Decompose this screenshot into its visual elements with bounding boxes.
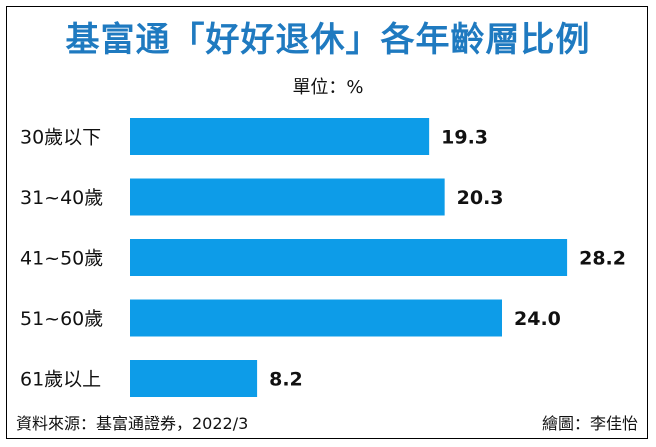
bar xyxy=(130,118,430,155)
category-label: 51~60歲 xyxy=(20,308,103,330)
value-label: 28.2 xyxy=(579,248,626,270)
value-label: 20.3 xyxy=(457,187,504,209)
bar xyxy=(130,299,502,337)
value-label: 8.2 xyxy=(269,369,303,391)
source-note: 資料來源：基富通證券，2022/3 xyxy=(16,414,249,433)
bar xyxy=(130,178,445,216)
unit-label: 單位：% xyxy=(292,77,364,98)
category-label: 41~50歲 xyxy=(20,248,103,270)
bar xyxy=(130,360,258,397)
category-label: 61歲以上 xyxy=(20,369,101,391)
bar xyxy=(130,239,568,276)
value-label: 24.0 xyxy=(514,308,561,330)
chart-title: 基富通「好好退休」各年齡層比例 xyxy=(65,20,591,60)
graphic-credit: 繪圖：李佳怡 xyxy=(541,414,638,433)
value-label: 19.3 xyxy=(441,127,488,149)
chart-frame xyxy=(6,6,648,439)
category-label: 31~40歲 xyxy=(20,187,103,209)
category-label: 30歲以下 xyxy=(20,127,101,149)
